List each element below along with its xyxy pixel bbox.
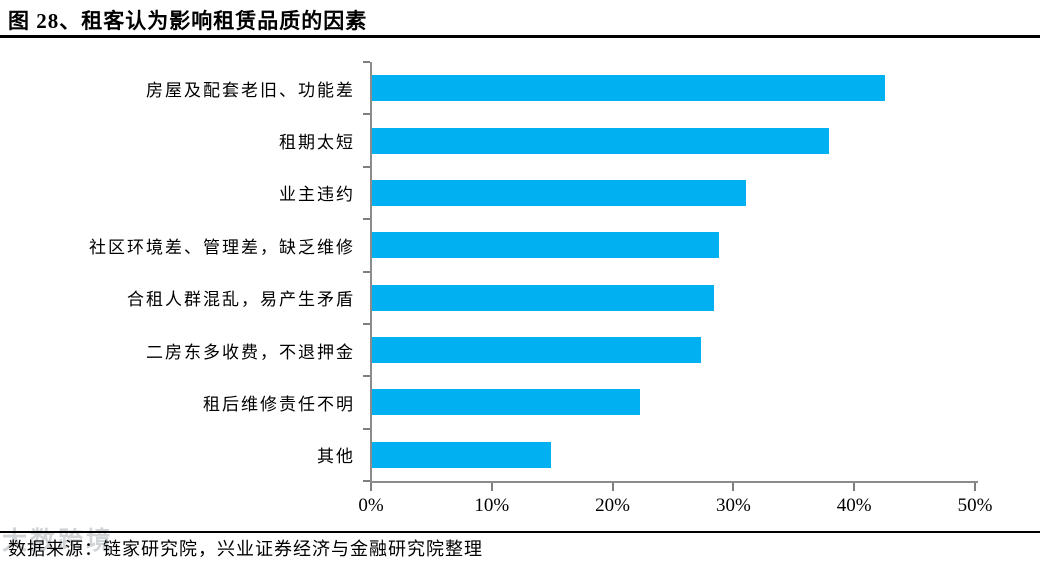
category-label: 合租人群混乱，易产生矛盾: [127, 290, 355, 310]
x-tick: [853, 483, 856, 491]
bar-3: [372, 232, 719, 259]
x-tick: [974, 483, 976, 491]
x-tick-label: 30%: [715, 495, 751, 516]
title-underline: [0, 35, 1040, 38]
x-tick-label: 10%: [474, 495, 510, 516]
category-label: 业主违约: [279, 185, 355, 205]
y-tick: [363, 323, 370, 325]
bar-6: [372, 389, 641, 416]
y-tick: [363, 271, 370, 273]
category-label: 社区环境差、管理差，缺乏维修: [89, 237, 355, 257]
category-label: 房屋及配套老旧、功能差: [146, 80, 355, 100]
bar-2: [372, 179, 747, 206]
x-tick-label: 20%: [595, 495, 631, 516]
bar-0: [372, 75, 886, 102]
figure-title: 图 28、租客认为影响租赁品质的因素: [8, 9, 368, 33]
footer-divider: [0, 531, 1040, 533]
category-label: 租期太短: [279, 133, 355, 153]
x-tick-label: 50%: [957, 495, 993, 516]
x-tick: [732, 483, 735, 491]
x-tick: [611, 483, 614, 491]
bar-5: [372, 337, 701, 364]
y-tick: [363, 375, 370, 377]
x-tick-label: 40%: [836, 495, 872, 516]
bar-1: [372, 127, 829, 154]
x-tick-label: 0%: [358, 495, 384, 516]
y-tick: [363, 61, 370, 63]
y-tick: [363, 113, 370, 115]
category-label: 二房东多收费，不退押金: [146, 342, 355, 362]
y-tick: [363, 480, 370, 482]
y-tick: [363, 428, 370, 430]
y-tick: [363, 166, 370, 168]
x-tick: [370, 483, 372, 491]
x-tick: [490, 483, 493, 491]
source-text: 数据来源：链家研究院，兴业证券经济与金融研究院整理: [8, 539, 483, 559]
bar-4: [372, 284, 714, 311]
x-axis-line: [370, 481, 978, 483]
y-axis-line: [370, 62, 372, 483]
category-label: 租后维修责任不明: [203, 394, 355, 414]
bar-chart: 房屋及配套老旧、功能差租期太短业主违约社区环境差、管理差，缺乏维修合租人群混乱，…: [0, 61, 1040, 522]
bar-7: [372, 441, 551, 468]
y-tick: [363, 218, 370, 220]
category-label: 其他: [317, 447, 355, 467]
